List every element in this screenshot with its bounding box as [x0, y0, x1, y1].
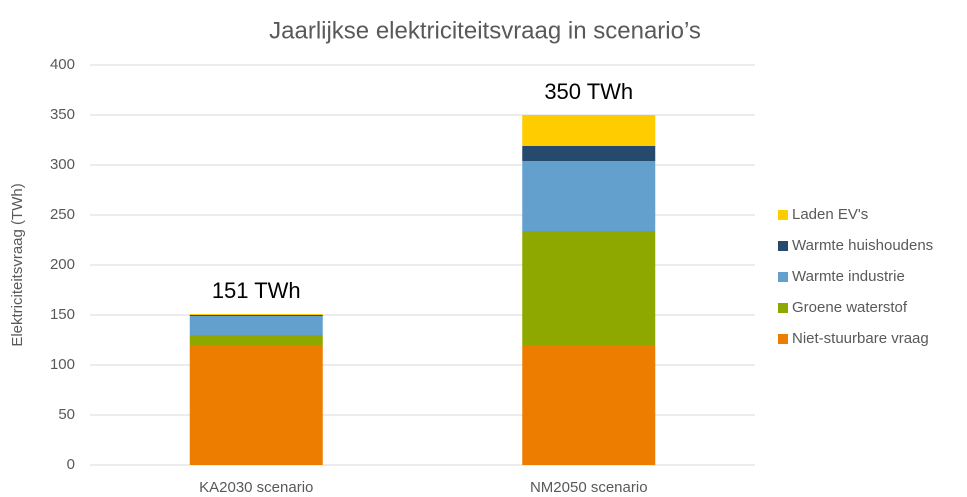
total-label: 350 TWh	[544, 79, 633, 104]
bar-segment	[189, 315, 323, 316]
y-tick-label: 350	[50, 106, 75, 123]
bar-segment	[189, 345, 323, 465]
bar-segment	[522, 115, 656, 146]
legend-label: Warmte industrie	[792, 268, 905, 285]
legend-swatch	[778, 210, 788, 220]
legend-swatch	[778, 334, 788, 344]
bar-segment	[189, 314, 323, 315]
legend-label: Groene waterstof	[792, 299, 908, 316]
bar-segment	[522, 146, 656, 161]
bar-segment	[522, 345, 656, 465]
x-tick-label: NM2050 scenario	[530, 479, 648, 496]
chart-title: Jaarlijkse elektriciteitsvraag in scenar…	[269, 17, 701, 44]
legend-swatch	[778, 303, 788, 313]
y-tick-label: 400	[50, 56, 75, 73]
y-tick-label: 200	[50, 256, 75, 273]
total-label: 151 TWh	[212, 278, 301, 303]
y-tick-label: 250	[50, 206, 75, 223]
bar-segment	[189, 316, 323, 335]
y-axis-label: Elektriciteitsvraag (TWh)	[9, 183, 26, 346]
legend-label: Niet-stuurbare vraag	[792, 330, 929, 347]
bar-segment	[522, 161, 656, 231]
legend-swatch	[778, 272, 788, 282]
bar-segment	[522, 231, 656, 345]
y-tick-label: 300	[50, 156, 75, 173]
y-tick-label: 0	[67, 456, 75, 473]
legend-swatch	[778, 241, 788, 251]
bar-segment	[189, 335, 323, 345]
y-tick-label: 100	[50, 356, 75, 373]
x-tick-label: KA2030 scenario	[199, 479, 313, 496]
y-tick-label: 50	[58, 406, 75, 423]
legend-label: Warmte huishoudens	[792, 237, 933, 254]
legend-label: Laden EV's	[792, 206, 868, 223]
y-tick-label: 150	[50, 306, 75, 323]
